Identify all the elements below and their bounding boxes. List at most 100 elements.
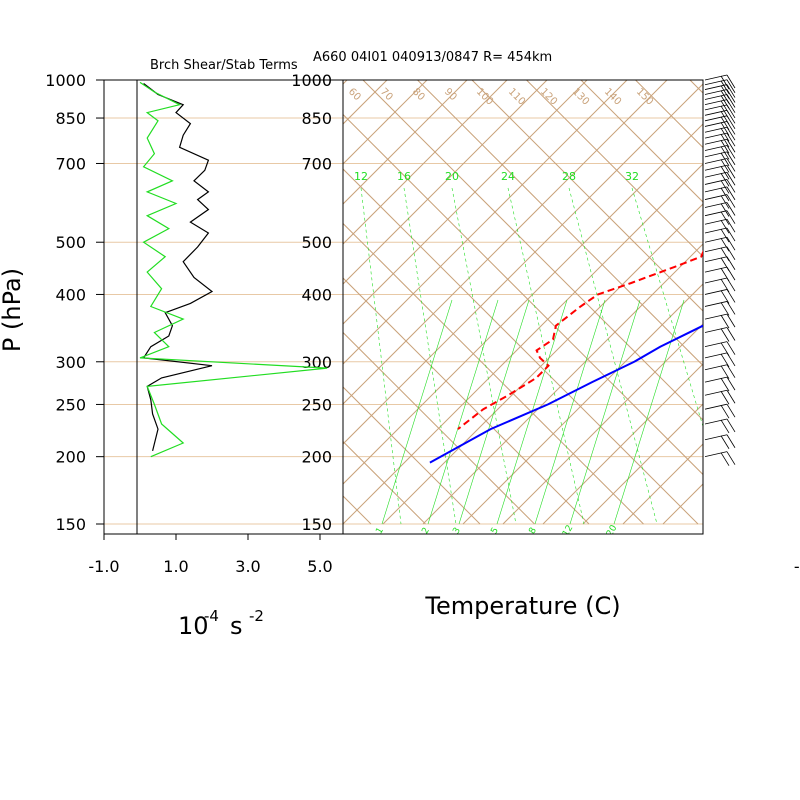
wind-barb-flag (726, 194, 736, 208)
wind-barb-flag (720, 173, 730, 187)
saturated-adiabat-line (427, 299, 499, 525)
mixing-ratio-top-label: 16 (397, 170, 411, 183)
pressure-tick-label: 300 (55, 353, 86, 372)
wind-barb (704, 210, 728, 217)
wind-barb (704, 151, 728, 158)
dry-adiabat-label: 70 (378, 86, 395, 103)
dry-adiabat-line (343, 80, 588, 325)
wind-barb-flag (720, 100, 730, 114)
wind-barb (704, 74, 728, 81)
left-series-line (139, 81, 328, 458)
wind-barb-flag (726, 158, 736, 172)
wind-barb (704, 202, 728, 208)
dry-adiabat-label: 150 (634, 86, 655, 107)
wind-barb (704, 179, 728, 185)
wind-barb (704, 313, 728, 320)
isotherm-line (580, 80, 703, 203)
units-exp2: -2 (249, 607, 264, 625)
mixing-ratio-bottom-label: 20 (605, 523, 620, 538)
wind-barb-flag (720, 111, 730, 125)
temperature-axis-label: Temperature (C) (424, 592, 620, 620)
wind-barb (704, 218, 728, 225)
wind-barb-flag (720, 159, 730, 173)
temperature-tick-label: -20 (794, 557, 800, 576)
mixing-ratio-bottom-label: 5 (490, 526, 502, 536)
wind-barb-flag (720, 128, 730, 142)
pressure-tick-label: 250 (55, 395, 86, 414)
isotherm-line (417, 80, 703, 367)
dry-adiabat-line (462, 283, 703, 525)
wind-barb (704, 418, 728, 425)
wind-barb-flag (720, 220, 730, 234)
wind-barb-flag (720, 116, 730, 131)
left-x-tick-label: 1.0 (163, 557, 188, 576)
wind-barb (704, 89, 728, 95)
pressure-tick-label: 850 (55, 109, 86, 128)
wind-barb (704, 327, 728, 333)
wind-barb (704, 341, 728, 348)
pressure-tick-labels-left: 150 200 250 300 400 500 700 850 1000 (45, 71, 104, 534)
wind-barb-flag (720, 353, 730, 368)
wind-barb-flag (720, 80, 730, 94)
wind-barb-flag (726, 165, 736, 179)
wind-barb-flag (720, 435, 730, 449)
dry-adiabat-line (343, 163, 703, 525)
wind-barb-flag (726, 151, 736, 166)
mixing-ratio-line (507, 187, 585, 525)
mixing-ratio-bottom-label: 3 (452, 526, 464, 536)
dry-adiabat-line (343, 80, 428, 165)
wind-barb-flag (720, 180, 730, 194)
wind-barb-flag (720, 133, 730, 148)
wind-barb-flag (720, 302, 730, 316)
dry-adiabat-label: 60 (346, 86, 363, 103)
isotherm-line (0, 80, 317, 524)
wind-barb-flag (720, 290, 730, 304)
left-x-tick-label: -1.0 (88, 557, 119, 576)
dry-adiabat-line (743, 64, 800, 524)
wind-barb-flag (726, 210, 736, 224)
isotherm-line (471, 80, 703, 312)
wind-barb-flag (726, 74, 736, 89)
sounding-series (429, 249, 703, 464)
dry-adiabat-line (422, 243, 703, 525)
dry-adiabat-label: 80 (410, 86, 427, 103)
dry-adiabat-line (343, 80, 548, 285)
mixing-ratio-top-label: 24 (501, 170, 515, 183)
pressure-tick-label: 700 (55, 154, 86, 173)
wind-barb-flag (720, 75, 730, 90)
wind-barb-flag (720, 314, 730, 329)
pressure-tick-label-center: 500 (301, 233, 332, 252)
pressure-tick-label: 400 (55, 285, 86, 304)
temperature-tick-labels: -20-100102030 (794, 557, 800, 576)
pressure-tick-label-center: 250 (301, 395, 332, 414)
wind-barb-flag (720, 404, 730, 419)
isotherm-line (362, 80, 703, 421)
dry-adiabat-line (502, 323, 703, 525)
wind-barb-flag (726, 89, 736, 103)
wind-barb (704, 126, 728, 133)
wind-barb-flag (726, 79, 736, 93)
wind-barb-flag (726, 227, 736, 242)
wind-barb (704, 158, 728, 164)
dry-adiabat-line (343, 80, 468, 205)
wind-barb-flag (726, 364, 736, 378)
wind-barb-flag (726, 132, 736, 147)
left-units-label: 10 -4 s -2 (178, 607, 264, 640)
wind-barb-flag (720, 419, 730, 434)
wind-barb-flag (720, 195, 730, 209)
wind-barb-flag (720, 257, 730, 271)
wind-barb-flag (726, 179, 736, 193)
wind-barb-flag (720, 187, 730, 202)
saturated-adiabat-line (613, 299, 685, 525)
dry-adiabat-line (382, 203, 703, 525)
wind-barb-flag (726, 202, 736, 216)
wind-barb-flag (720, 452, 730, 466)
wind-barb-flag (720, 90, 730, 104)
wind-barb-flag (726, 434, 736, 448)
isotherm-line (343, 113, 703, 476)
wind-barb (704, 227, 728, 234)
wind-barb-flag (726, 418, 736, 433)
wind-barb (704, 164, 728, 171)
wind-barb-flag (726, 301, 736, 315)
